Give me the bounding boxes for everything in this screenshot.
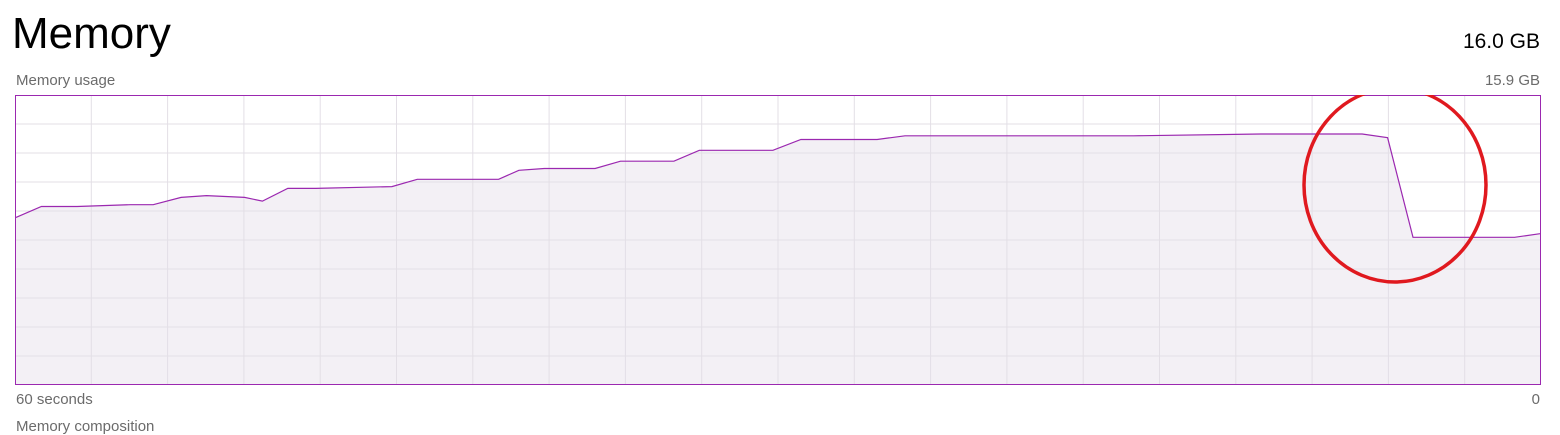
graph-border — [15, 95, 1541, 385]
memory-usage-graph — [15, 95, 1541, 385]
red-highlight-circle — [1302, 95, 1488, 284]
memory-usage-graph-svg — [15, 95, 1541, 385]
time-axis-left-label: 60 seconds — [16, 391, 93, 408]
graph-label: Memory usage — [16, 72, 116, 89]
time-axis-right-label: 0 — [1531, 391, 1540, 408]
total-memory: 16.0 GB — [1462, 30, 1540, 53]
usage-line — [15, 133, 1541, 238]
graph-max-label: 15.9 GB — [1484, 72, 1540, 89]
page-title: Memory — [12, 9, 171, 58]
